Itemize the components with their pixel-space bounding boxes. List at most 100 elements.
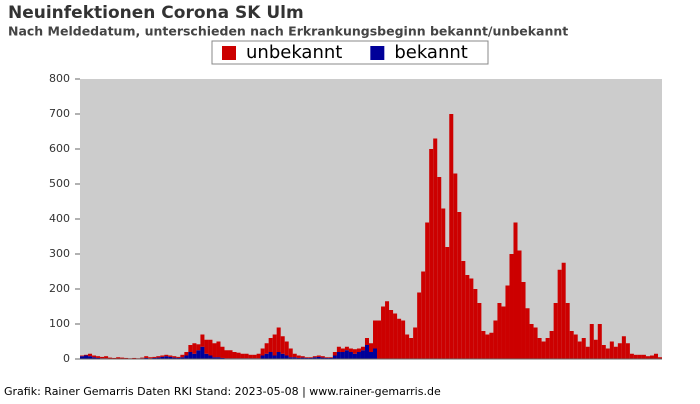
bar-segment [273, 356, 277, 360]
bar-segment [100, 357, 104, 358]
bar-segment [614, 347, 618, 359]
bar-segment [253, 355, 257, 359]
bar-segment [305, 357, 309, 358]
bar-segment [229, 350, 233, 358]
bar-segment [445, 247, 449, 359]
bar-segment [257, 354, 261, 359]
bar-segment [582, 338, 586, 359]
bar-segment [397, 319, 401, 359]
bar-segment [237, 353, 241, 359]
bar-segment [365, 345, 369, 359]
bar-segment [594, 340, 598, 359]
bar-segment [273, 335, 277, 356]
bar-segment [313, 356, 317, 357]
y-tick-label: 400 [49, 212, 70, 225]
bar-segment [542, 342, 546, 360]
bar-segment [369, 343, 373, 352]
bar-segment [489, 333, 493, 359]
bar-segment [108, 358, 112, 359]
bar-segment [204, 340, 208, 354]
bar-segment [233, 352, 237, 358]
bar-segment [84, 355, 88, 356]
bar-segment [501, 307, 505, 360]
bar-segment [642, 355, 646, 359]
bar-segment [285, 356, 289, 360]
bar-segment [357, 349, 361, 353]
bar-segment [550, 331, 554, 359]
y-tick-label: 0 [63, 352, 70, 365]
bar-segment [522, 282, 526, 359]
bar-segment [345, 347, 349, 351]
bar-segment [216, 342, 220, 358]
bar-segment [606, 349, 610, 360]
bar-segment [429, 149, 433, 359]
legend-label: bekannt [394, 42, 468, 63]
bar-segment [401, 321, 405, 360]
bar-segment [269, 352, 273, 359]
bar-segment [297, 356, 301, 358]
bar-segment [88, 354, 92, 356]
bar-segment [377, 321, 381, 360]
bar-segment [590, 324, 594, 359]
bar-segment [574, 335, 578, 360]
bar-segment [570, 331, 574, 359]
bar-segment [477, 303, 481, 359]
y-tick-label: 200 [49, 282, 70, 295]
bar-segment [610, 342, 614, 360]
bar-segment [261, 349, 265, 356]
bar-segment [526, 308, 530, 359]
bar-segment [156, 356, 160, 357]
bar-segment [212, 343, 216, 357]
bar-segment [373, 321, 377, 349]
bar-segment [104, 356, 108, 358]
bar-segment [361, 347, 365, 351]
bar-segment [333, 356, 337, 360]
bar-segment [204, 354, 208, 359]
bar-segment [650, 356, 654, 360]
bar-segment [317, 356, 321, 357]
bar-segment [184, 356, 188, 360]
bar-segment [180, 355, 184, 357]
legend-label: unbekannt [246, 42, 342, 63]
bar-segment [309, 357, 313, 358]
legend-swatch [222, 46, 236, 60]
bar-segment [265, 354, 269, 359]
bar-segment [116, 357, 120, 358]
bar-segment [409, 338, 413, 359]
bar-segment [349, 352, 353, 359]
bar-segment [281, 354, 285, 359]
bar-segment [413, 328, 417, 360]
bar-segment [160, 356, 164, 357]
y-tick-label: 300 [49, 247, 70, 260]
bar-segment [473, 289, 477, 359]
bar-segment [293, 354, 297, 358]
bar-segment [461, 261, 465, 359]
bar-segment [421, 272, 425, 360]
bar-segment [80, 356, 84, 357]
bar-segment [586, 347, 590, 359]
bar-segment [208, 340, 212, 356]
bar-segment [337, 347, 341, 352]
bar-segment [425, 223, 429, 360]
bar-segment [168, 356, 172, 357]
bar-segment [554, 303, 558, 359]
bar-segment [120, 358, 124, 359]
bar-segment [188, 352, 192, 359]
bar-segment [188, 345, 192, 352]
bar-segment [417, 293, 421, 360]
bar-segment [196, 350, 200, 359]
bar-segment [345, 350, 349, 359]
bar-segment [92, 356, 96, 358]
bar-segment [192, 354, 196, 359]
bar-segment [562, 263, 566, 359]
bar-segment [373, 349, 377, 360]
bar-segment [493, 321, 497, 360]
bar-segment [538, 338, 542, 359]
bar-segment [485, 335, 489, 360]
bar-segment [277, 328, 281, 353]
bar-segment [144, 356, 148, 358]
bar-segment [241, 354, 245, 359]
bar-segment [433, 139, 437, 360]
bar-segment [140, 358, 144, 359]
